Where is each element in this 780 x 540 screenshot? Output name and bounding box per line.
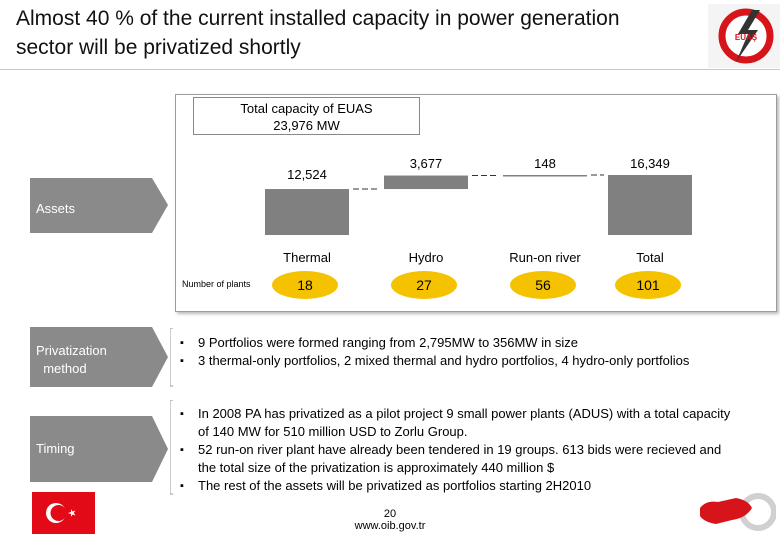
timing-bullet: 52 run-on river plant have already been … — [178, 441, 738, 477]
plant-count-label: 56 — [535, 277, 551, 293]
timing-bracket — [170, 400, 173, 495]
turkey-flag-icon — [32, 492, 95, 534]
timing-bullet: The rest of the assets will be privatize… — [178, 477, 738, 495]
plant-count-bubble — [615, 271, 681, 299]
privatization-label: Privatization method — [36, 343, 107, 376]
capacity-box-value: 23,976 MW — [273, 118, 340, 133]
page-title: Almost 40 % of the current installed cap… — [16, 7, 620, 59]
privatization-bracket — [170, 328, 173, 387]
bar-thermal — [265, 189, 349, 235]
logo-text: EÜAŞ — [735, 33, 758, 42]
capacity-box-title: Total capacity of EUAS — [240, 101, 373, 116]
value-label: 3,677 — [410, 156, 443, 171]
title-divider — [0, 69, 780, 70]
timing-bullet: In 2008 PA has privatized as a pilot pro… — [178, 405, 738, 441]
category-label: Thermal — [283, 250, 331, 265]
category-label: Hydro — [409, 250, 444, 265]
bar-hydro — [384, 175, 468, 190]
assets-chevron — [30, 178, 168, 233]
privatization-bullets: 9 Portfolios were formed ranging from 2,… — [178, 334, 738, 370]
timing-label: Timing — [36, 441, 75, 456]
value-label: 12,524 — [287, 167, 327, 182]
footer-url: www.oib.gov.tr — [354, 520, 426, 532]
map-seal-icon — [700, 493, 776, 531]
timing-bullets: In 2008 PA has privatized as a pilot pro… — [178, 405, 738, 495]
value-label: 16,349 — [630, 156, 670, 171]
plant-count-bubble — [272, 271, 338, 299]
plant-count-label: 27 — [416, 277, 432, 293]
category-label: Total — [636, 250, 664, 265]
chart-frame — [175, 94, 777, 312]
value-label: 148 — [534, 156, 556, 171]
privatization-bullet: 3 thermal-only portfolios, 2 mixed therm… — [178, 352, 738, 370]
plant-count-label: 18 — [297, 277, 313, 293]
plant-count-label: 101 — [636, 277, 660, 293]
plants-label: Number of plants — [182, 279, 251, 289]
euas-logo: EÜAŞ — [708, 4, 780, 68]
privatization-bullet: 9 Portfolios were formed ranging from 2,… — [178, 334, 738, 352]
privatization-chevron — [30, 327, 168, 387]
capacity-box: Total capacity of EUAS 23,976 MW — [193, 97, 420, 135]
timing-chevron — [30, 416, 168, 482]
category-label: Run-on river — [509, 250, 581, 265]
bar-run-on-river — [503, 175, 587, 177]
footer: 20 www.oib.gov.tr — [300, 508, 480, 532]
plant-count-bubble — [391, 271, 457, 299]
plant-count-bubble — [510, 271, 576, 299]
page-number: 20 — [383, 508, 397, 520]
assets-label: Assets — [36, 201, 76, 216]
bar-total — [608, 175, 692, 235]
